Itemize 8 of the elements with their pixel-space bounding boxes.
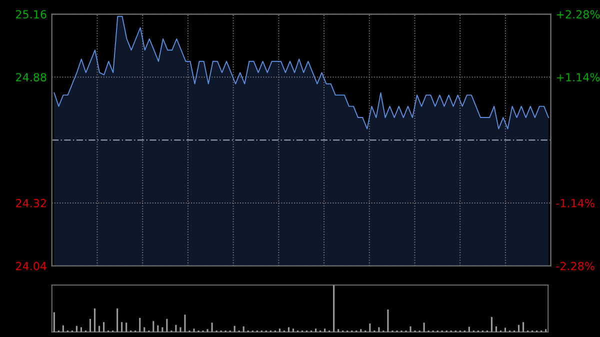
y2-tick-label: +2.28% — [556, 10, 600, 19]
y2-tick-label: +1.14% — [556, 73, 600, 82]
y-tick-label: 24.04 — [16, 262, 46, 270]
y-tick-label: 25.16 — [16, 10, 46, 19]
y2-tick-label: -2.28% — [556, 262, 594, 270]
y-tick-label: 24.32 — [16, 198, 46, 208]
y2-tick-label: -1.14% — [556, 198, 594, 208]
y-tick-label: 24.88 — [16, 73, 46, 82]
